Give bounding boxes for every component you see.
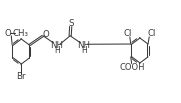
Text: NH: NH bbox=[77, 41, 90, 50]
Text: H: H bbox=[54, 46, 60, 54]
Text: Cl: Cl bbox=[147, 29, 155, 38]
Text: CH₃: CH₃ bbox=[13, 29, 29, 38]
Text: Cl: Cl bbox=[123, 29, 132, 38]
Text: H: H bbox=[81, 46, 87, 54]
Text: O: O bbox=[43, 30, 50, 39]
Text: COOH: COOH bbox=[120, 63, 145, 72]
Text: NH: NH bbox=[50, 41, 63, 50]
Text: S: S bbox=[68, 19, 74, 28]
Text: Br: Br bbox=[16, 72, 26, 81]
Text: O: O bbox=[5, 29, 12, 38]
